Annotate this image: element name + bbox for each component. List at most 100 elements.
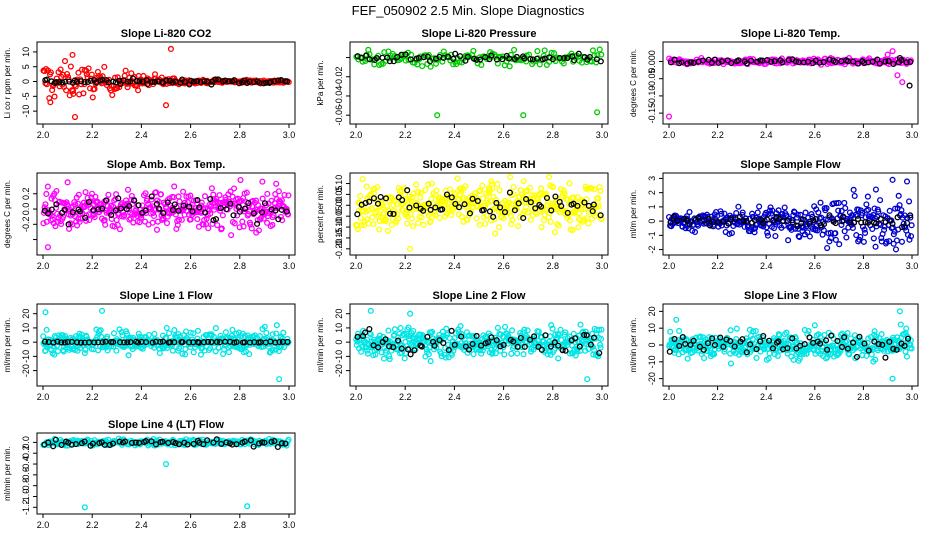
- data-point: [775, 207, 782, 214]
- data-point: [586, 54, 593, 61]
- data-point: [670, 213, 677, 220]
- data-point: [197, 79, 204, 86]
- data-point: [384, 227, 391, 234]
- data-point: [527, 336, 534, 343]
- data-point: [908, 233, 915, 240]
- data-point: [142, 190, 149, 197]
- data-point: [59, 79, 66, 86]
- data-point: [60, 71, 67, 78]
- data-point: [489, 185, 496, 192]
- data-point: [695, 214, 702, 221]
- data-point: [190, 349, 197, 356]
- data-point: [75, 69, 82, 76]
- data-point: [426, 58, 434, 65]
- data-point: [187, 329, 194, 336]
- data-point: [832, 230, 839, 237]
- data-point: [849, 224, 856, 232]
- data-point: [91, 339, 98, 346]
- data-point: [98, 307, 106, 314]
- data-point: [436, 214, 443, 221]
- data-point: [76, 208, 83, 215]
- data-point: [269, 347, 276, 354]
- data-point: [792, 58, 799, 65]
- data-point: [598, 216, 605, 223]
- data-point: [598, 335, 605, 342]
- data-point: [214, 222, 221, 229]
- data-point: [817, 340, 824, 347]
- panel-title: Slope Amb. Box Temp.: [107, 159, 226, 171]
- data-point: [282, 440, 289, 447]
- y-axis-label: degrees C per min.: [3, 180, 12, 248]
- y-axis-label: kPa per min.: [316, 61, 325, 106]
- data-point: [871, 205, 878, 212]
- data-point: [439, 206, 446, 213]
- data-point: [354, 226, 361, 233]
- data-point: [907, 212, 914, 219]
- data-point: [53, 78, 60, 86]
- data-point: [488, 334, 495, 341]
- data-point: [82, 189, 89, 196]
- y-tick-label: 0: [21, 79, 31, 84]
- data-point: [196, 204, 203, 211]
- data-point: [372, 351, 379, 358]
- data-point: [228, 232, 235, 239]
- data-point: [236, 224, 243, 231]
- y-axis-label: ml/min per min.: [3, 318, 12, 373]
- data-point: [48, 206, 55, 213]
- data-point: [824, 346, 831, 353]
- data-point: [760, 332, 767, 340]
- data-point: [510, 46, 518, 53]
- panel-sampleflow: Slope Sample Flow ml/m per min. 2.0 2.2 2.4 2…: [629, 159, 919, 271]
- data-point: [597, 212, 604, 219]
- panel-title: Slope Li-820 Pressure: [422, 28, 537, 40]
- data-point: [440, 48, 447, 55]
- y-tick-label: -0.8: [21, 478, 31, 494]
- data-point: [513, 53, 520, 61]
- data-point: [806, 334, 813, 341]
- data-point: [172, 211, 179, 218]
- data-point: [862, 229, 869, 236]
- data-point: [493, 56, 500, 63]
- y-tick-label: -0.04: [334, 86, 344, 107]
- y-tick-label: -1.0: [21, 489, 31, 505]
- data-point: [896, 54, 903, 62]
- panel-title: Slope Line 1 Flow: [120, 290, 213, 302]
- data-point: [169, 207, 176, 214]
- data-point: [370, 221, 377, 228]
- data-point: [358, 54, 365, 61]
- data-point: [135, 330, 142, 337]
- data-point: [190, 440, 197, 447]
- data-point: [550, 50, 558, 57]
- data-point: [261, 439, 268, 446]
- y-tick-label: 0.000: [647, 50, 657, 73]
- data-point: [91, 85, 98, 92]
- data-point: [428, 180, 435, 187]
- x-tick-label: 2.8: [547, 392, 560, 402]
- data-point: [884, 51, 891, 58]
- data-point: [275, 216, 282, 223]
- data-point: [869, 225, 876, 233]
- data-point: [907, 58, 914, 65]
- data-point: [99, 205, 106, 212]
- data-point: [854, 60, 861, 67]
- data-point: [464, 349, 471, 356]
- data-point: [461, 201, 468, 208]
- data-point: [557, 205, 564, 212]
- data-point: [144, 80, 151, 88]
- x-tick-label: 2.8: [857, 130, 870, 140]
- x-tick-label: 2.6: [497, 130, 510, 140]
- data-point: [233, 441, 240, 448]
- x-tick-label: 3.0: [906, 392, 919, 402]
- x-tick-label: 2.0: [37, 520, 50, 530]
- y-tick-label: -0.05: [334, 206, 344, 227]
- data-point: [871, 328, 878, 335]
- data-point: [588, 185, 595, 192]
- data-point: [434, 112, 441, 119]
- x-tick-label: 2.6: [184, 392, 197, 402]
- data-point: [820, 221, 828, 228]
- data-point: [176, 198, 183, 205]
- data-point: [115, 195, 122, 202]
- data-point: [283, 208, 290, 215]
- data-point: [58, 339, 65, 346]
